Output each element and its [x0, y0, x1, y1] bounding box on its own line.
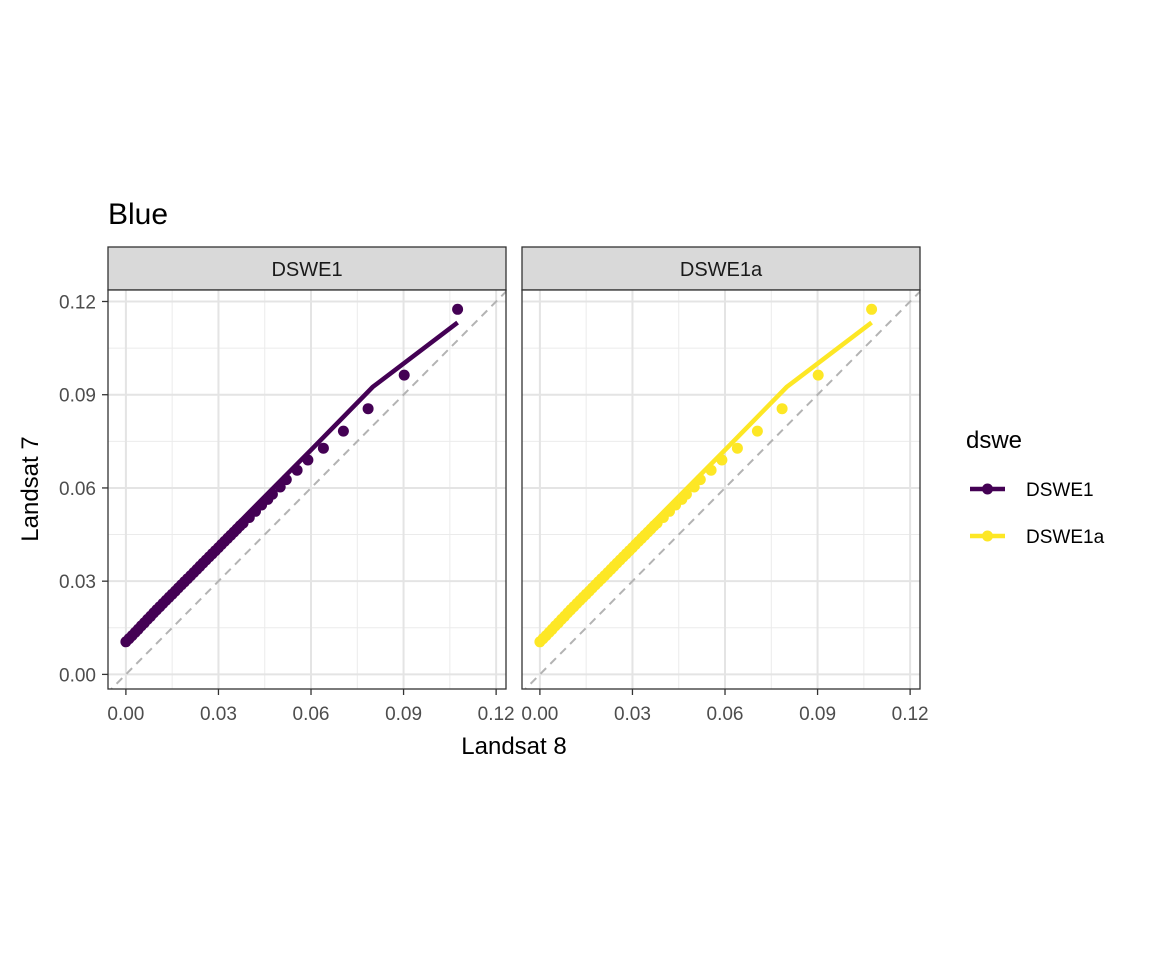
data-point — [776, 403, 788, 415]
data-point — [302, 454, 314, 466]
data-point — [680, 488, 692, 500]
x-axis-dswe1: 0.00 0.03 0.06 0.09 0.12 — [107, 689, 515, 725]
gridlines — [108, 290, 506, 689]
data-point — [866, 303, 878, 315]
reference-line-1to1 — [109, 290, 506, 689]
x-tick-label: 0.12 — [478, 704, 515, 725]
panel-dswe1: DSWE1 — [107, 246, 507, 690]
data-point — [274, 481, 286, 493]
panel-background — [108, 290, 506, 689]
x-axis-title: Landsat 8 — [461, 733, 566, 760]
legend-key-point — [982, 530, 993, 542]
x-tick-label: 0.00 — [107, 704, 144, 725]
legend-item-dswe1: DSWE1 — [970, 480, 1094, 501]
legend-label: DSWE1a — [1026, 527, 1105, 548]
y-tick-label: 0.06 — [59, 479, 96, 500]
chart-title: Blue — [108, 198, 168, 231]
plot-area — [521, 289, 921, 690]
data-point — [731, 442, 743, 454]
data-point — [398, 369, 410, 381]
data-layer — [523, 290, 920, 689]
data-point — [688, 481, 700, 493]
x-tick-label: 0.12 — [892, 704, 929, 725]
data-point — [716, 454, 728, 466]
facet-strip-label: DSWE1 — [271, 259, 342, 281]
x-axis-dswe1a: 0.00 0.03 0.06 0.09 0.12 — [521, 689, 929, 725]
data-point — [280, 474, 292, 486]
facet-strip — [107, 246, 507, 291]
y-axis: 0.00 0.03 0.06 0.09 0.12 — [59, 292, 108, 686]
facet-strip-label: DSWE1a — [680, 259, 763, 281]
y-tick-label: 0.00 — [59, 665, 96, 686]
data-point — [266, 488, 278, 500]
data-layer — [109, 290, 506, 689]
panel-dswe1a: DSWE1a — [521, 246, 921, 690]
x-tick-label: 0.03 — [200, 704, 237, 725]
y-tick-label: 0.09 — [59, 386, 96, 407]
data-point — [337, 425, 349, 437]
data-point — [694, 474, 706, 486]
x-tick-label: 0.00 — [521, 704, 558, 725]
data-point — [291, 464, 303, 476]
data-point — [751, 425, 763, 437]
x-tick-label: 0.06 — [707, 704, 744, 725]
legend-item-dswe1a: DSWE1a — [970, 527, 1105, 548]
legend-title: dswe — [966, 427, 1022, 454]
plot-area — [107, 289, 507, 690]
facet-strip — [521, 246, 921, 291]
gridlines — [522, 290, 920, 689]
panel-background — [522, 290, 920, 689]
data-point — [362, 403, 374, 415]
y-axis-title: Landsat 7 — [17, 436, 44, 541]
panel-border — [521, 289, 921, 690]
x-tick-label: 0.06 — [293, 704, 330, 725]
x-tick-label: 0.09 — [385, 704, 422, 725]
y-tick-label: 0.03 — [59, 572, 96, 593]
x-tick-label: 0.03 — [614, 704, 651, 725]
x-tick-label: 0.09 — [799, 704, 836, 725]
y-tick-label: 0.12 — [59, 292, 96, 313]
reference-line-1to1 — [523, 290, 920, 689]
data-point — [705, 464, 717, 476]
data-point — [452, 303, 464, 315]
data-point — [317, 442, 329, 454]
data-point — [812, 369, 824, 381]
legend-label: DSWE1 — [1026, 480, 1094, 501]
legend: dswe DSWE1 DSWE1a — [966, 427, 1105, 548]
legend-key-point — [982, 483, 993, 495]
panel-border — [107, 289, 507, 690]
